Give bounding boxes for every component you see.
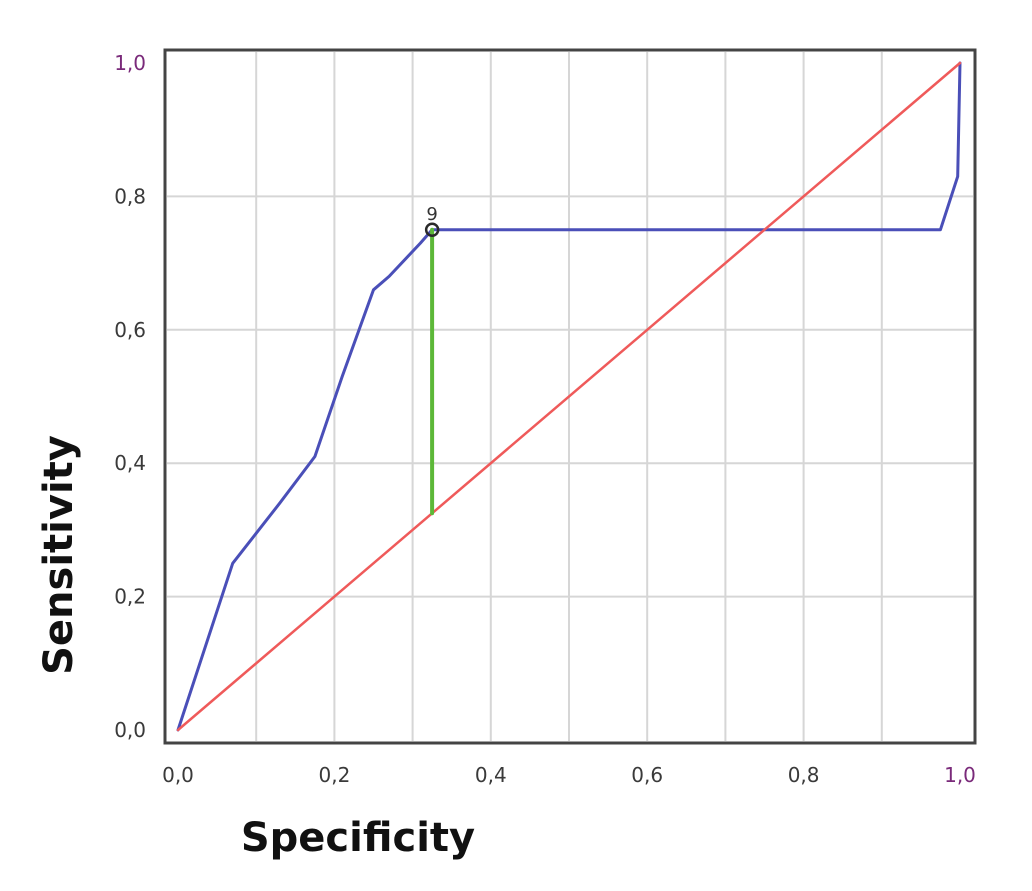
y-axis-title: Sensitivity: [36, 435, 82, 675]
y-tick-label: 0,0: [114, 718, 146, 742]
x-tick-label: 0,6: [631, 763, 663, 787]
x-tick-label: 0,4: [475, 763, 507, 787]
y-tick-label: 0,6: [114, 318, 146, 342]
x-tick-label: 0,0: [162, 763, 194, 787]
y-tick-label: 0,8: [114, 184, 146, 208]
series-layer: [176, 61, 962, 732]
x-axis-title: Specificity: [241, 815, 475, 861]
roc-curve: [176, 61, 962, 732]
tick-labels: 0,0 0,2 0,4 0,6 0,8 1,0 0,0 0,2 0,4 0,6 0,8 1,0: [114, 51, 976, 787]
annotations: 9: [424, 204, 440, 237]
x-tick-label: 0,2: [318, 763, 350, 787]
x-tick-label: 1,0: [944, 763, 976, 787]
x-tick-label: 0,8: [788, 763, 820, 787]
cutoff-point-label: 9: [426, 204, 437, 225]
cutoff-point-marker: [424, 222, 440, 237]
plot-frame: [163, 48, 977, 745]
y-tick-label: 1,0: [114, 51, 146, 75]
y-tick-label: 0,2: [114, 585, 146, 609]
y-tick-label: 0,4: [114, 451, 146, 475]
reference-diagonal: [176, 61, 962, 732]
